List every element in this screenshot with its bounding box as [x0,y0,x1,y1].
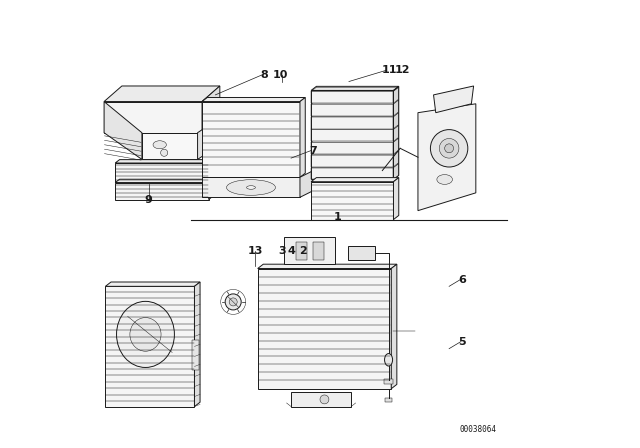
Text: 7: 7 [310,146,317,155]
Text: 8: 8 [260,70,268,80]
Polygon shape [311,104,394,116]
Polygon shape [311,182,394,220]
Polygon shape [391,264,397,389]
Circle shape [229,298,237,306]
Polygon shape [311,125,399,129]
Text: 1: 1 [334,212,342,222]
Ellipse shape [130,318,161,351]
Ellipse shape [153,141,166,149]
Circle shape [445,144,454,153]
Polygon shape [394,125,399,141]
Polygon shape [104,102,202,133]
Polygon shape [394,100,399,116]
Polygon shape [311,138,399,142]
Polygon shape [300,98,305,177]
Polygon shape [394,177,399,220]
Text: 13: 13 [248,246,263,256]
Text: 6: 6 [458,275,467,284]
Text: 9: 9 [145,194,152,205]
Circle shape [320,395,329,404]
Polygon shape [300,171,314,197]
Polygon shape [202,177,300,197]
Text: 3: 3 [278,246,286,256]
Bar [385,398,392,402]
Polygon shape [104,86,220,102]
Polygon shape [311,87,399,91]
Ellipse shape [227,180,275,195]
Ellipse shape [246,186,255,189]
Polygon shape [394,87,399,103]
Polygon shape [394,138,399,154]
Polygon shape [258,268,391,389]
Text: 4: 4 [287,246,295,256]
Polygon shape [311,117,394,129]
Polygon shape [142,133,198,159]
Bar [291,392,351,406]
Polygon shape [202,86,220,133]
Polygon shape [202,102,300,177]
Polygon shape [311,100,399,104]
Polygon shape [115,183,209,199]
Polygon shape [198,124,211,159]
Ellipse shape [437,175,452,185]
Polygon shape [106,286,195,406]
Bar [296,242,307,260]
Text: 11: 11 [381,65,397,75]
Polygon shape [106,282,200,286]
Circle shape [161,149,168,156]
Polygon shape [115,159,213,163]
Ellipse shape [385,353,392,366]
Polygon shape [311,155,394,167]
Polygon shape [418,104,476,211]
Polygon shape [209,179,213,199]
Circle shape [225,294,241,310]
Circle shape [439,138,459,158]
Polygon shape [202,98,305,102]
Polygon shape [433,86,474,113]
Polygon shape [311,151,399,155]
Polygon shape [115,163,209,182]
Polygon shape [104,102,142,159]
Text: 2: 2 [300,246,307,256]
Text: 5: 5 [459,337,467,347]
Bar [192,340,199,370]
Polygon shape [311,142,394,154]
Polygon shape [258,264,397,268]
Text: 10: 10 [272,70,287,80]
Polygon shape [311,164,399,168]
Polygon shape [394,113,399,129]
Bar [384,379,393,384]
Polygon shape [209,159,213,182]
Polygon shape [311,91,394,103]
Circle shape [431,129,468,167]
Polygon shape [394,164,399,180]
Polygon shape [311,129,394,141]
Polygon shape [311,168,394,180]
Polygon shape [115,179,213,183]
Polygon shape [311,113,399,117]
Polygon shape [311,177,399,182]
Polygon shape [394,151,399,167]
Bar [349,246,375,260]
Bar [314,242,324,260]
Polygon shape [195,282,200,406]
Ellipse shape [116,302,175,367]
Polygon shape [284,237,335,264]
Text: 12: 12 [395,65,410,75]
Text: 00038064: 00038064 [460,425,497,434]
